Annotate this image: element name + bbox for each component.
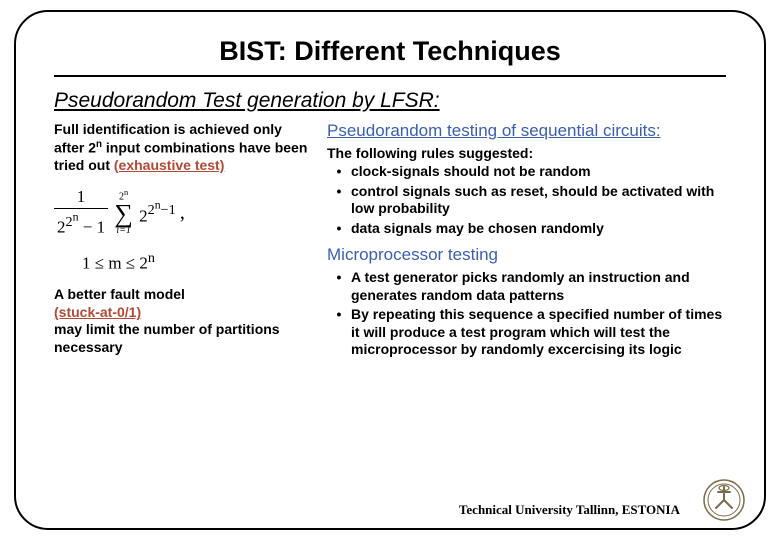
list-item-text: data signals may be chosen randomly	[351, 220, 726, 238]
text: 2	[57, 218, 66, 237]
sigma-lower: i=1	[116, 226, 131, 236]
list-item-text: clock-signals should not be random	[351, 163, 726, 181]
list-item-text: control signals such as reset, should be…	[351, 183, 726, 218]
trailing-comma: ,	[180, 201, 185, 223]
exhaustive-test-label: (exhaustive test)	[114, 157, 224, 173]
slide: BIST: Different Techniques Pseudorandom …	[0, 0, 780, 540]
formula-1: 1 22n − 1 2n ∑ i=1 22n−1 ,	[54, 186, 309, 274]
bullet-icon: •	[327, 220, 351, 238]
list-item-text: By repeating this sequence a specified n…	[351, 306, 726, 359]
bullet-icon: •	[327, 183, 351, 218]
left-para-2: A better fault model (stuck-at-0/1) may …	[54, 286, 309, 356]
list-item: •control signals such as reset, should b…	[327, 183, 726, 218]
list-item: •clock-signals should not be random	[327, 163, 726, 181]
formula-2: 1 ≤ m ≤ 2n	[54, 249, 309, 275]
text: 2	[139, 206, 148, 225]
list-item: •A test generator picks randomly an inst…	[327, 269, 726, 304]
text: − 1	[78, 218, 105, 237]
leading-fraction: 1 22n − 1	[54, 186, 108, 239]
list-item: •By repeating this sequence a specified …	[327, 306, 726, 359]
list-item-text: A test generator picks randomly an instr…	[351, 269, 726, 304]
university-logo-icon	[702, 478, 746, 522]
text: −1	[161, 202, 176, 218]
summation: 2n ∑ i=1	[114, 189, 133, 236]
slide-title: BIST: Different Techniques	[24, 36, 756, 67]
section-1-heading: Pseudorandom testing of sequential circu…	[327, 121, 726, 141]
summand: 22n−1	[139, 198, 176, 227]
text: 2	[66, 214, 73, 230]
left-column: Full identification is achieved only aft…	[54, 121, 309, 367]
text: 2	[148, 202, 155, 218]
section-2-list: •A test generator picks randomly an inst…	[327, 269, 726, 359]
footer-text: Technical University Tallinn, ESTONIA	[459, 502, 680, 518]
section-1-list: •clock-signals should not be random •con…	[327, 163, 726, 237]
text: may limit the number of partitions neces…	[54, 321, 280, 355]
superscript: n	[148, 250, 155, 266]
sigma-icon: ∑	[114, 202, 133, 225]
list-item: •data signals may be chosen randomly	[327, 220, 726, 238]
section-2-heading: Microprocessor testing	[327, 245, 726, 265]
bullet-icon: •	[327, 163, 351, 181]
denominator: 22n − 1	[54, 209, 108, 238]
numerator: 1	[54, 186, 108, 209]
stuck-at-label: (stuck-at-0/1)	[54, 304, 141, 320]
section-1-intro: The following rules suggested:	[327, 145, 726, 161]
slide-subtitle: Pseudorandom Test generation by LFSR:	[24, 89, 756, 121]
text: A better fault model	[54, 286, 185, 302]
text: n	[124, 188, 128, 197]
right-column: Pseudorandom testing of sequential circu…	[327, 121, 726, 367]
inequality: 1 ≤ m ≤ 2	[82, 253, 148, 272]
bullet-icon: •	[327, 306, 351, 359]
left-para-1: Full identification is achieved only aft…	[54, 121, 309, 174]
title-underline	[54, 75, 726, 77]
bullet-icon: •	[327, 269, 351, 304]
content-columns: Full identification is achieved only aft…	[24, 121, 756, 367]
